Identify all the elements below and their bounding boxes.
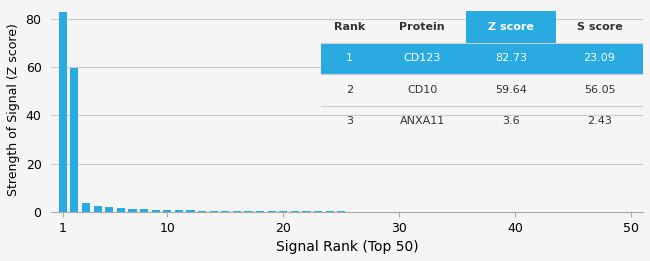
Bar [82,203,90,212]
X-axis label: Signal Rank (Top 50): Signal Rank (Top 50) [276,240,419,254]
Bar [105,207,113,212]
Bar [175,210,183,212]
Bar [314,211,322,212]
Bar [209,211,218,212]
Bar [94,206,101,212]
Y-axis label: Strength of Signal (Z score): Strength of Signal (Z score) [7,23,20,196]
Bar [163,210,172,212]
Bar [140,209,148,212]
Bar [291,211,299,212]
Bar [117,208,125,212]
Bar [58,13,67,212]
Bar [151,210,160,212]
Bar [326,211,334,212]
Bar [337,211,345,212]
Bar [268,211,276,212]
Bar [233,211,241,212]
Bar [280,211,287,212]
Bar [221,211,229,212]
Bar [256,211,264,212]
Bar [198,211,206,212]
Bar [129,209,136,212]
Bar [187,210,194,212]
Bar [244,211,253,212]
Bar [302,211,311,212]
Bar [70,68,79,212]
